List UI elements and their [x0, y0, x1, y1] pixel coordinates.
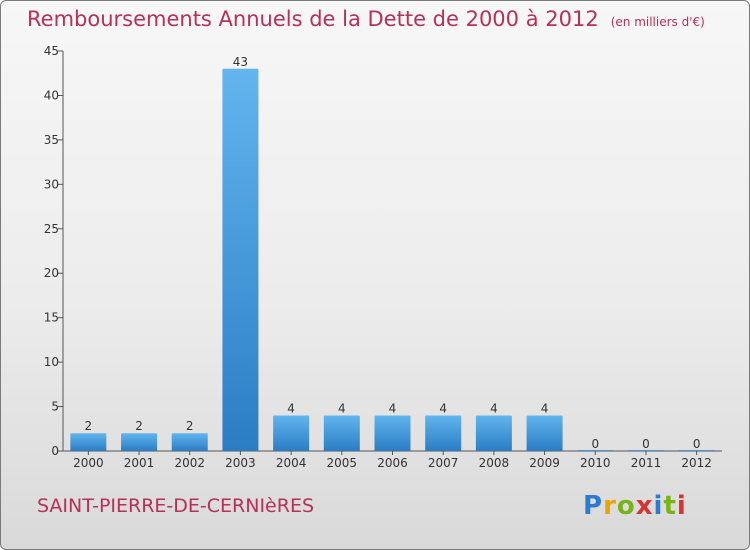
proxiti-logo: Proxiti: [583, 491, 687, 521]
chart-title: Remboursements Annuels de la Dette de 20…: [27, 7, 705, 31]
y-tick-label: 10: [44, 355, 59, 369]
bar: [323, 415, 360, 451]
x-tick-label: 2007: [428, 456, 459, 470]
bar: [70, 433, 107, 451]
bar-value-label: 4: [490, 401, 498, 415]
bar: [526, 415, 563, 451]
x-tick-label: 2004: [276, 456, 307, 470]
x-tick-label: 2011: [631, 456, 662, 470]
bar: [171, 433, 208, 451]
bar: [121, 433, 158, 451]
y-tick-label: 0: [51, 444, 59, 458]
y-tick-label: 15: [44, 311, 59, 325]
x-tick-label: 2000: [73, 456, 104, 470]
x-tick-label: 2006: [377, 456, 408, 470]
x-tick-label: 2002: [174, 456, 205, 470]
y-tick-label: 20: [44, 266, 59, 280]
x-tick-label: 2005: [327, 456, 358, 470]
commune-name: SAINT-PIERRE-DE-CERNIèRES: [37, 495, 315, 517]
bar-value-label: 4: [338, 401, 346, 415]
bar-value-label: 4: [541, 401, 549, 415]
y-tick-label: 35: [44, 133, 59, 147]
bar-value-label: 0: [642, 437, 650, 451]
x-tick-label: 2001: [124, 456, 155, 470]
bar-value-label: 2: [85, 419, 93, 433]
y-tick-label: 40: [44, 88, 59, 102]
bar-value-label: 0: [591, 437, 599, 451]
bar-value-label: 4: [287, 401, 295, 415]
chart-unit: (en milliers d'€): [610, 15, 705, 29]
y-tick-label: 5: [51, 400, 59, 414]
y-tick-label: 25: [44, 222, 59, 236]
bar-value-label: 4: [389, 401, 397, 415]
bar-value-label: 4: [439, 401, 447, 415]
bar: [374, 415, 411, 451]
bar: [627, 450, 664, 451]
bar: [475, 415, 512, 451]
bar-value-label: 2: [135, 419, 143, 433]
y-tick-label: 45: [44, 44, 59, 58]
y-tick-label: 30: [44, 177, 59, 191]
x-tick-label: 2009: [529, 456, 560, 470]
x-tick-label: 2012: [681, 456, 712, 470]
x-tick-label: 2010: [580, 456, 611, 470]
bar: [678, 450, 715, 451]
x-tick-label: 2008: [479, 456, 510, 470]
x-tick-label: 2003: [225, 456, 256, 470]
bar: [425, 415, 462, 451]
bar: [577, 450, 614, 451]
bar: [273, 415, 310, 451]
bar-value-label: 0: [693, 437, 701, 451]
bar-value-label: 2: [186, 419, 194, 433]
bar: [222, 68, 259, 452]
bar-value-label: 43: [233, 55, 248, 69]
chart-title-text: Remboursements Annuels de la Dette de 20…: [27, 7, 599, 31]
